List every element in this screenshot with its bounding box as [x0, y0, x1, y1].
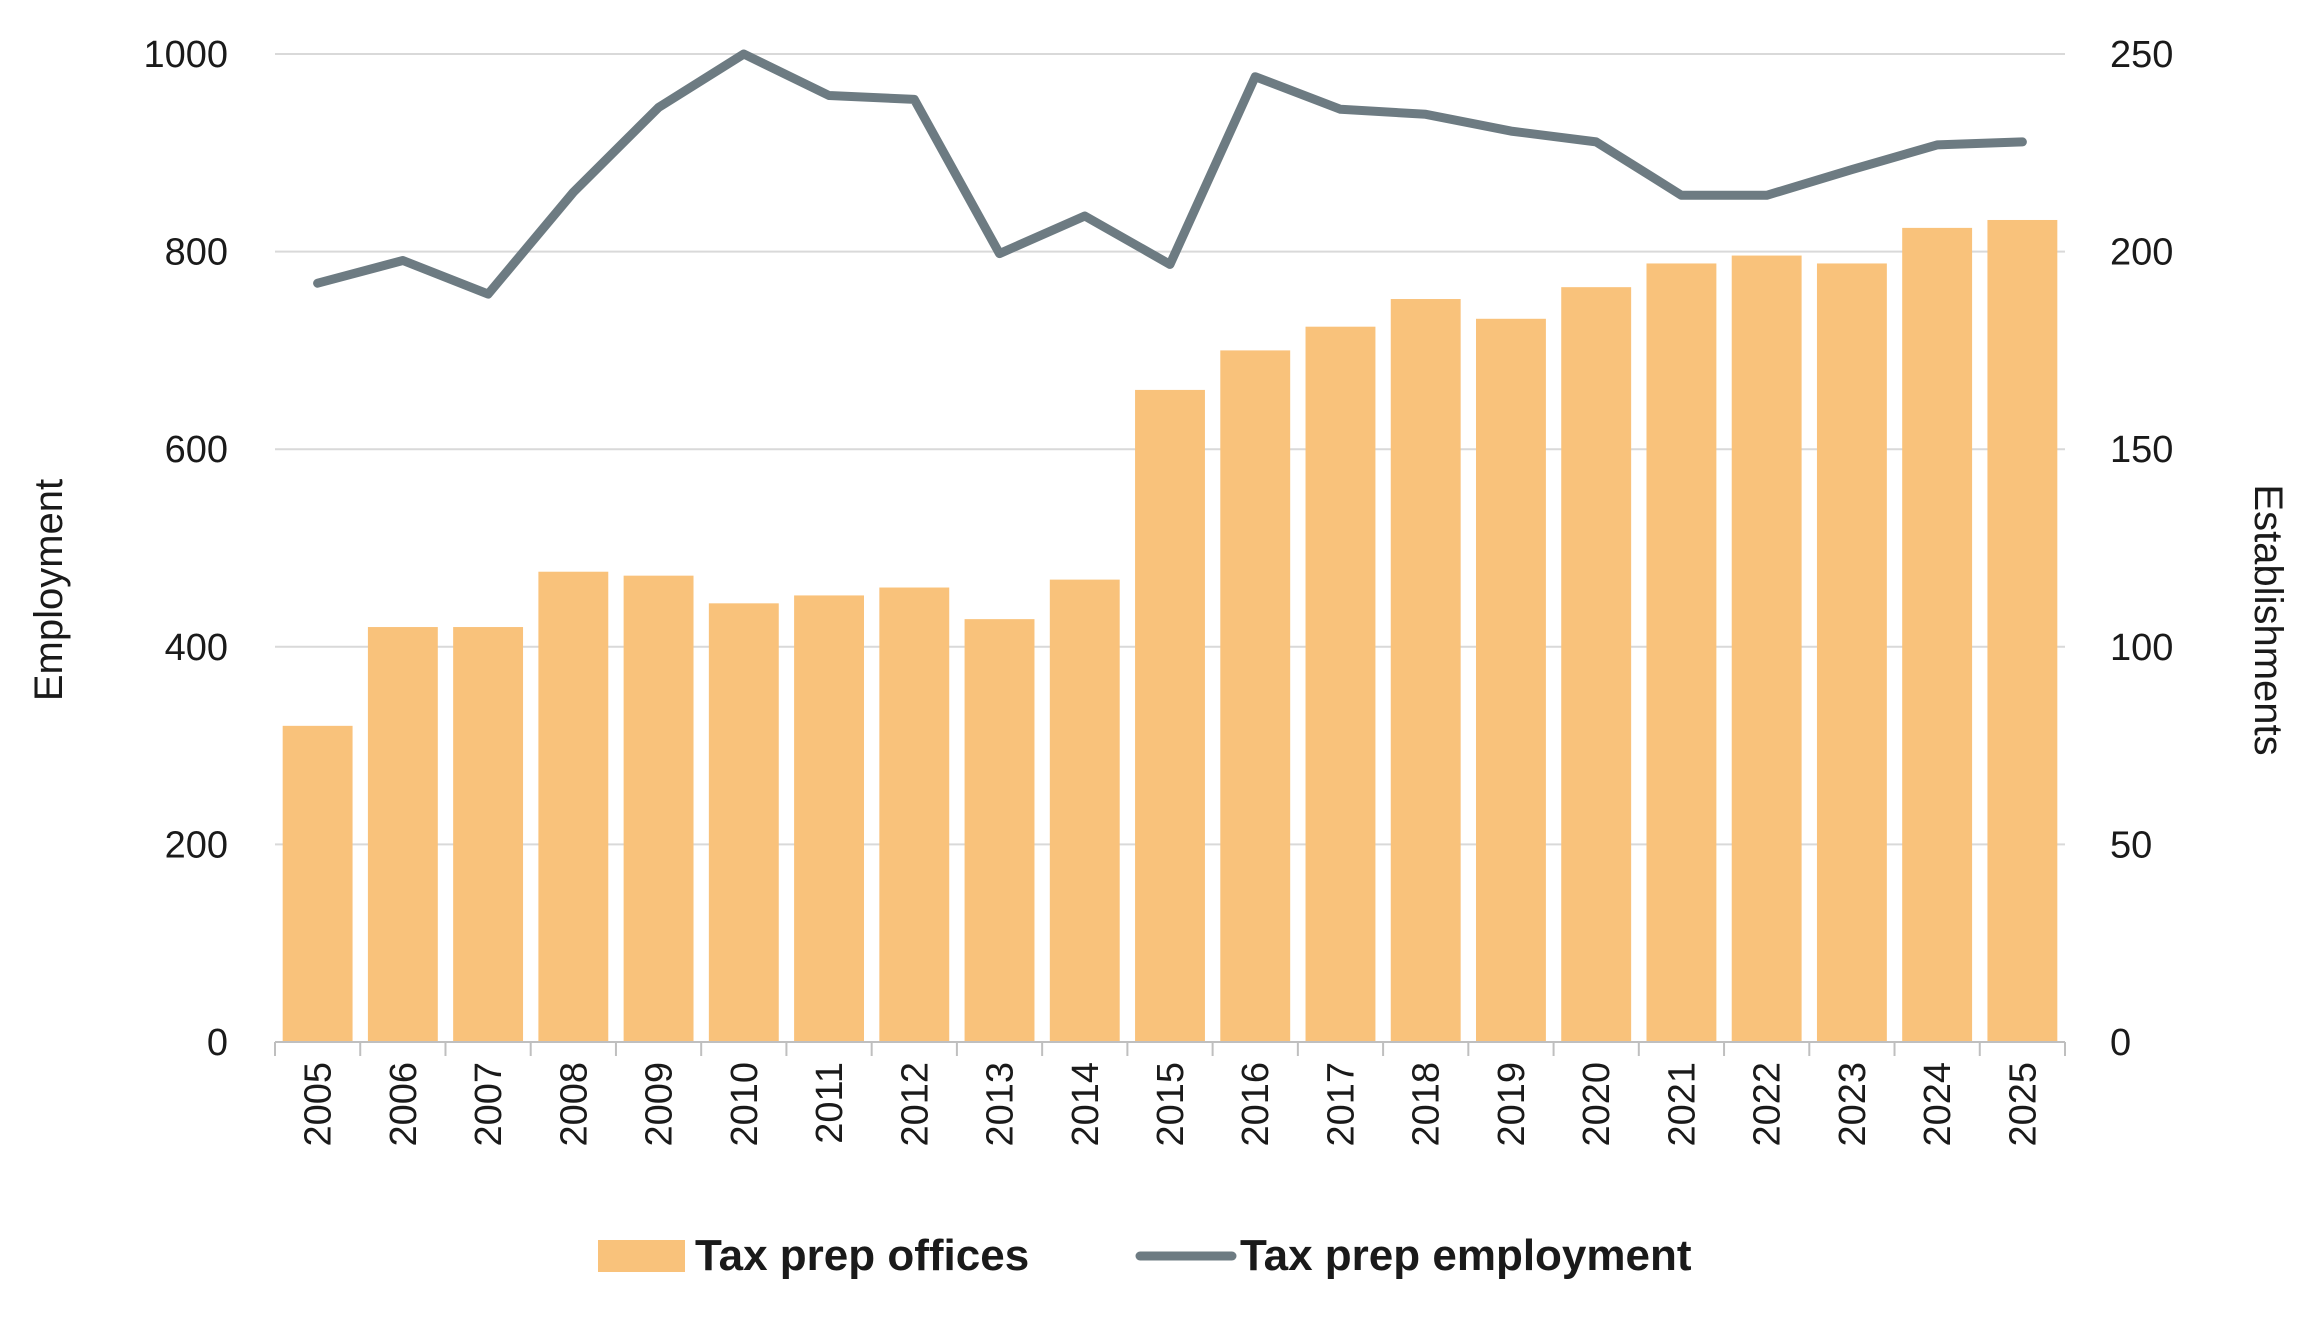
bar-2008 — [538, 571, 609, 1042]
bar-2009 — [623, 575, 694, 1042]
x-tick-label-2017: 2017 — [1320, 1062, 1362, 1147]
bar-2015 — [1135, 389, 1205, 1042]
bar-2024 — [1902, 227, 1973, 1042]
bar-2022 — [1731, 255, 1802, 1042]
right-axis-ticks: 0 50 100 150 200 250 — [2110, 34, 2173, 1064]
x-tick-label-2009: 2009 — [639, 1062, 681, 1147]
x-tick-label-2016: 2016 — [1235, 1062, 1277, 1147]
left-tick-label-600: 600 — [165, 429, 228, 471]
x-tick-label-2007: 2007 — [468, 1062, 510, 1147]
x-tick-label-2015: 2015 — [1150, 1062, 1192, 1147]
right-tick-label-150: 150 — [2110, 429, 2173, 471]
x-tick-label-2012: 2012 — [894, 1062, 936, 1147]
bar-2025 — [1987, 219, 2058, 1042]
right-tick-label-100: 100 — [2110, 627, 2173, 669]
right-tick-label-0: 0 — [2110, 1022, 2131, 1064]
x-tick-label-2022: 2022 — [1747, 1062, 1789, 1147]
legend: Tax prep offices Tax prep employment — [598, 1231, 1692, 1280]
bar-2019 — [1476, 318, 1546, 1042]
left-axis-ticks: 0 200 400 600 800 1000 — [143, 34, 228, 1064]
x-tick-label-2013: 2013 — [980, 1062, 1022, 1147]
x-tick-label-2014: 2014 — [1065, 1062, 1107, 1147]
left-tick-label-1000: 1000 — [143, 34, 228, 76]
bar-2021 — [1646, 263, 1717, 1042]
x-tick-label-2006: 2006 — [383, 1062, 425, 1147]
bar-2007 — [453, 627, 524, 1042]
right-axis-title: Establishments — [2246, 484, 2290, 755]
bar-2017 — [1305, 326, 1376, 1042]
left-tick-label-0: 0 — [207, 1022, 228, 1064]
bar-2014 — [1049, 579, 1120, 1042]
x-tick-label-2020: 2020 — [1576, 1062, 1618, 1147]
x-tick-label-2019: 2019 — [1491, 1062, 1533, 1147]
legend-label-tax-prep-offices: Tax prep offices — [695, 1231, 1029, 1280]
bar-2006 — [367, 627, 438, 1042]
bar-2013 — [964, 619, 1035, 1042]
bar-2016 — [1220, 350, 1291, 1042]
bar-2011 — [794, 595, 864, 1042]
legend-label-tax-prep-employment: Tax prep employment — [1240, 1231, 1692, 1280]
x-tick-label-2025: 2025 — [2002, 1062, 2044, 1147]
bar-2012 — [879, 587, 950, 1042]
left-tick-label-400: 400 — [165, 627, 228, 669]
left-axis-title: Employment — [27, 479, 71, 701]
line-series-tax-prep-employment — [313, 49, 2027, 299]
axes — [274, 1041, 2066, 1056]
bar-2010 — [708, 603, 779, 1042]
x-tick-label-2005: 2005 — [298, 1062, 340, 1147]
bar-2018 — [1390, 299, 1461, 1042]
employment-line — [313, 49, 2027, 299]
x-tick-label-2008: 2008 — [553, 1062, 595, 1147]
right-tick-label-50: 50 — [2110, 824, 2152, 866]
x-tick-label-2018: 2018 — [1406, 1062, 1448, 1147]
bar-2005 — [282, 725, 353, 1042]
bar-2020 — [1561, 287, 1632, 1043]
right-tick-label-200: 200 — [2110, 232, 2173, 274]
x-tick-label-2021: 2021 — [1661, 1062, 1703, 1147]
x-axis-ticks: 2005 2006 2007 2008 2009 2010 2011 2012 2013 2014… — [298, 1062, 2045, 1147]
bar-2023 — [1816, 263, 1887, 1042]
x-tick-label-2024: 2024 — [1917, 1062, 1959, 1147]
x-tick-label-2010: 2010 — [724, 1062, 766, 1147]
bar-series-tax-prep-offices — [282, 219, 2058, 1043]
right-tick-label-250: 250 — [2110, 34, 2173, 76]
left-tick-label-200: 200 — [165, 824, 228, 866]
left-tick-label-800: 800 — [165, 232, 228, 274]
x-tick-label-2011: 2011 — [809, 1062, 851, 1144]
x-tick-label-2023: 2023 — [1832, 1062, 1874, 1147]
legend-swatch-tax-prep-offices — [598, 1240, 685, 1272]
